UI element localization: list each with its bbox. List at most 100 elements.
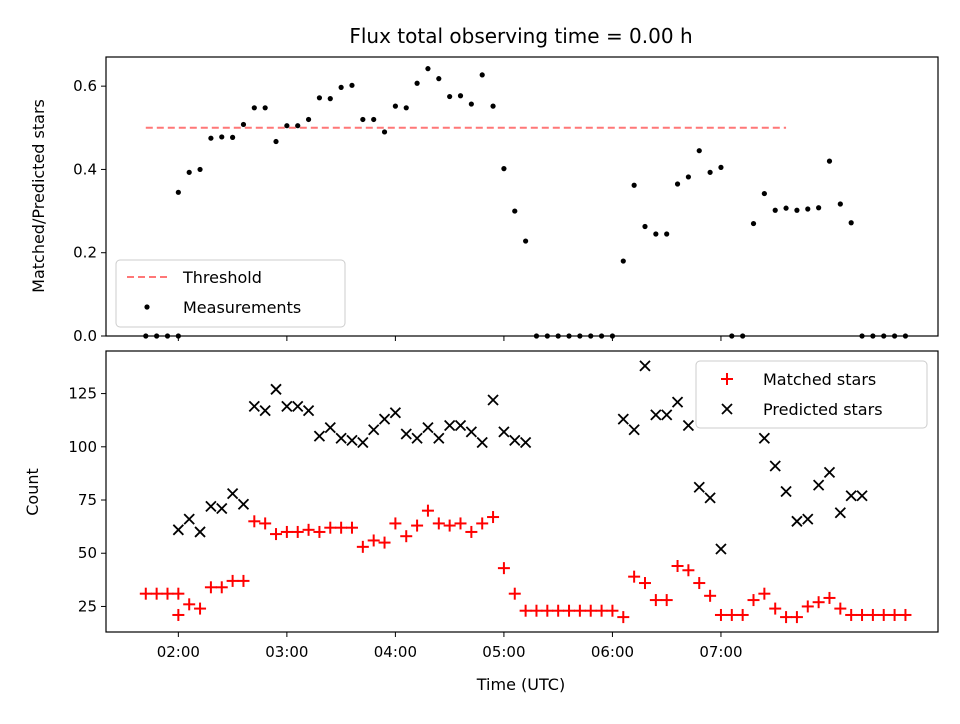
bottom-y-tick-label: 75	[78, 491, 97, 509]
matched-star-point	[693, 577, 706, 590]
measurement-point	[696, 148, 702, 154]
predicted-star-point	[183, 513, 195, 525]
measurement-point	[805, 206, 811, 212]
matched-star-point	[747, 594, 760, 607]
matched-star-point	[443, 519, 456, 532]
matched-star-point	[714, 608, 727, 621]
predicted-star-point	[205, 500, 217, 513]
predicted-star-point	[704, 492, 716, 504]
matched-star-point	[834, 602, 847, 615]
top-y-tick-label: 0.2	[73, 244, 97, 262]
top-x-ticks	[177, 336, 722, 341]
legend-matched-swatch	[721, 373, 733, 385]
top-legend-box	[115, 259, 346, 328]
matched-star-point	[356, 540, 369, 553]
bottom-y-tick-label: 25	[78, 597, 97, 615]
measurement-point	[186, 169, 192, 175]
top-panel: 0.0 0.2 0.4 0.6 Matched/Predicted stars Thr…	[29, 56, 939, 345]
measurement-point	[240, 121, 247, 128]
matched-star-point	[812, 596, 825, 609]
matched-star-point	[682, 564, 695, 577]
measurement-point	[479, 72, 485, 78]
matched-star-point	[161, 587, 174, 600]
measurement-point	[360, 116, 366, 123]
predicted-star-point	[845, 490, 857, 502]
bottom-legend: Matched stars Predicted stars	[695, 360, 928, 429]
matched-star-point	[704, 589, 717, 602]
predicted-star-point	[400, 428, 412, 440]
predicted-star-point	[389, 407, 402, 419]
predicted-star-point	[270, 383, 282, 395]
matched-star-point	[432, 517, 445, 530]
predicted-star-point	[378, 413, 391, 425]
measurement-point	[512, 208, 518, 214]
matched-star-point	[660, 594, 673, 607]
matched-star-point	[487, 511, 500, 524]
predicted-star-point	[682, 419, 695, 432]
matched-stars-points	[139, 504, 912, 624]
top-y-tick-label: 0.0	[73, 327, 97, 345]
matched-star-point	[530, 604, 543, 617]
top-y-ticks: 0.0 0.2 0.4 0.6	[73, 77, 106, 345]
bottom-x-tick-label: 05:00	[482, 643, 525, 661]
measurement-point	[490, 103, 496, 109]
matched-star-point	[888, 608, 901, 621]
measurement-point	[837, 201, 843, 207]
predicted-star-point	[346, 434, 358, 447]
matched-star-point	[899, 608, 912, 621]
predicted-star-point	[226, 487, 239, 500]
measurement-point	[316, 95, 323, 101]
measurement-point	[447, 93, 453, 100]
matched-star-point	[638, 577, 651, 590]
measurement-point	[816, 205, 822, 211]
matched-star-point	[172, 587, 185, 600]
matched-star-point	[823, 591, 836, 604]
predicted-star-point	[335, 432, 347, 444]
measurement-point	[750, 220, 757, 227]
matched-star-point	[139, 587, 152, 600]
measurement-point	[381, 129, 388, 135]
bottom-y-tick-label: 50	[78, 544, 97, 562]
measurement-point	[262, 105, 268, 111]
bottom-x-tick-label: 04:00	[374, 643, 417, 661]
matched-star-point	[237, 574, 250, 587]
predicted-star-point	[302, 404, 315, 417]
bottom-x-tick-label: 07:00	[699, 643, 742, 661]
measurement-point	[305, 116, 312, 123]
measurement-point	[848, 220, 854, 226]
predicted-star-point	[498, 426, 510, 438]
predicted-star-point	[823, 466, 836, 478]
measurement-point	[664, 231, 670, 237]
legend-measurements-label: Measurements	[183, 298, 301, 317]
matched-star-point	[248, 515, 261, 528]
bottom-x-ticks: 02:00 03:00 04:00 05:00 06:00 07:00	[157, 632, 743, 661]
legend-measurements-swatch	[144, 304, 150, 310]
measurement-point	[674, 181, 681, 187]
predicted-star-point	[357, 436, 369, 449]
measurement-point	[349, 82, 355, 88]
matched-star-point	[270, 528, 283, 541]
measurement-point	[772, 207, 778, 213]
matched-star-point	[335, 521, 348, 534]
top-y-tick-label: 0.4	[73, 160, 97, 178]
measurement-point	[295, 123, 301, 129]
predicted-star-point	[780, 485, 792, 498]
predicted-star-point	[639, 360, 651, 372]
measurement-point	[523, 238, 529, 244]
predicted-star-point	[248, 400, 260, 412]
measurement-point	[436, 76, 442, 82]
matched-star-point	[280, 525, 293, 538]
bottom-x-tick-label: 02:00	[157, 643, 200, 661]
matched-star-point	[215, 581, 228, 594]
measurement-point	[273, 138, 279, 145]
predicted-star-point	[834, 507, 846, 519]
measurement-point	[208, 135, 214, 141]
matched-star-point	[563, 604, 576, 617]
predicted-star-point	[292, 400, 304, 412]
matched-star-point	[519, 604, 532, 617]
measurement-point	[468, 101, 474, 107]
matched-star-point	[769, 602, 782, 615]
top-y-tick-label: 0.6	[73, 77, 97, 95]
predicted-star-point	[650, 409, 662, 421]
